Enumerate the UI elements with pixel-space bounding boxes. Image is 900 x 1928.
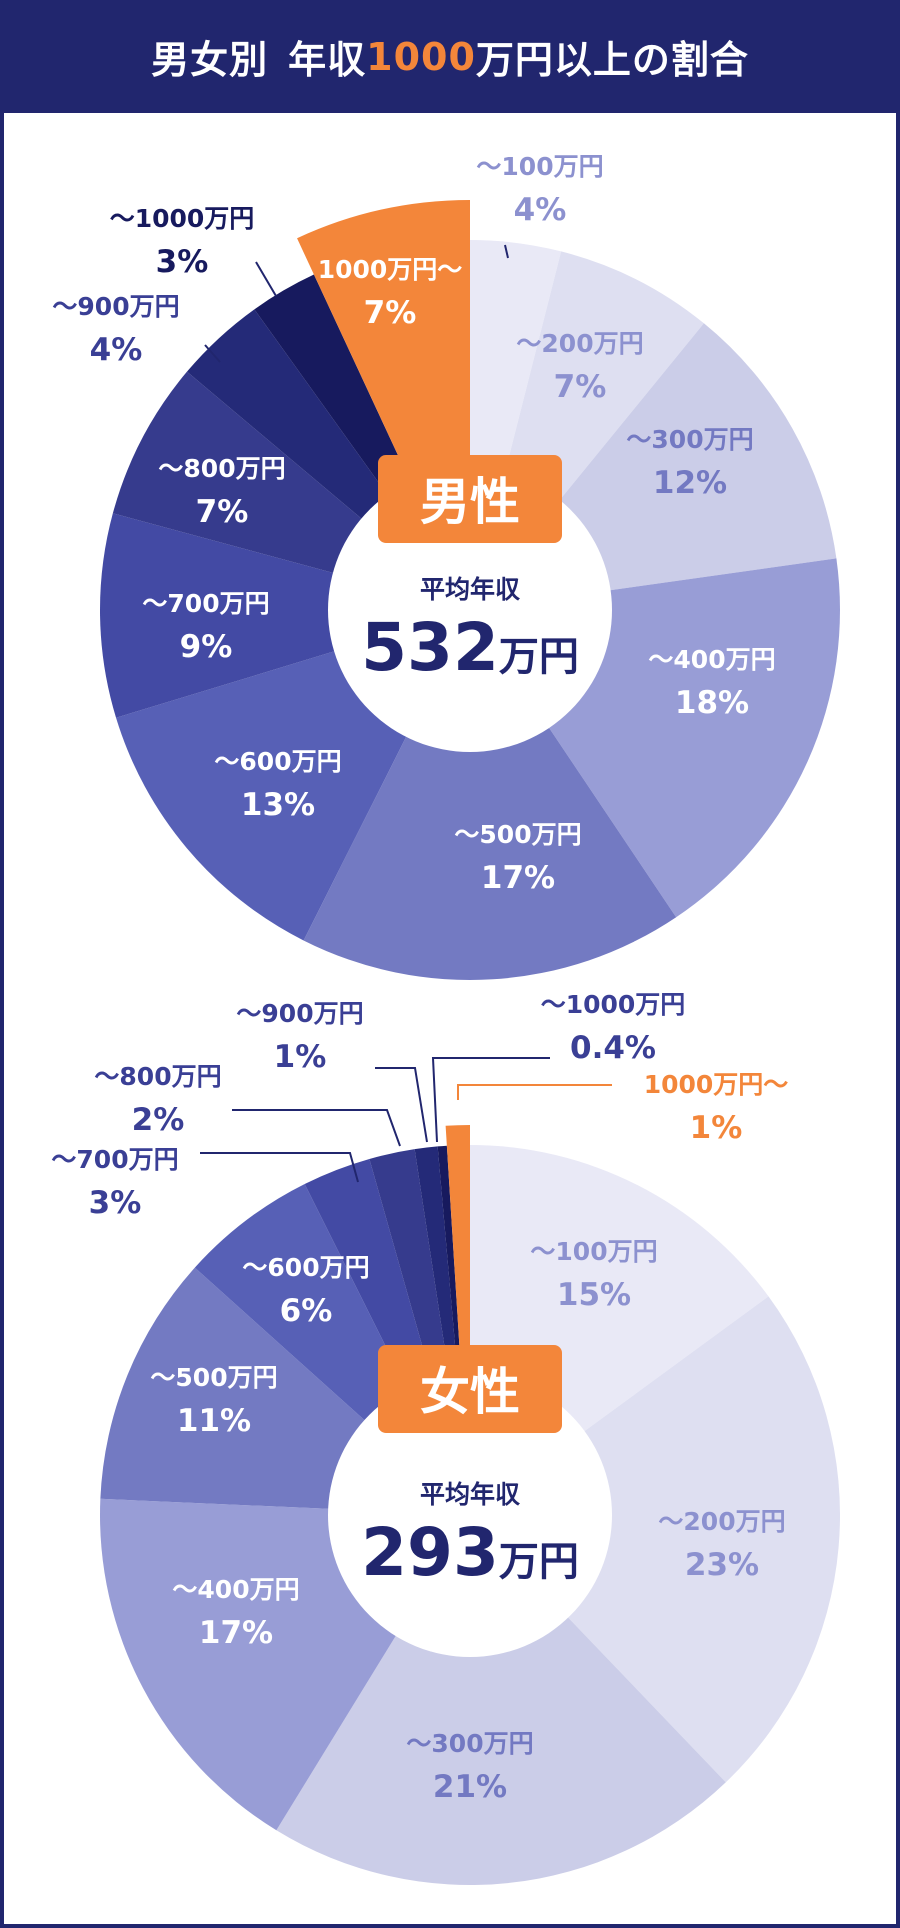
slice-category-label: ～100万円: [476, 152, 603, 181]
average-income-label: 平均年収: [420, 1480, 521, 1509]
slice-category-label: ～300万円: [406, 1729, 533, 1758]
gender-badge: [378, 1345, 562, 1433]
slice-percent-label: 0.4%: [570, 1030, 656, 1066]
slice-percent-label: 1%: [690, 1110, 743, 1146]
slice-category-label: ～300万円: [626, 425, 753, 454]
slice-percent-label: 4%: [90, 332, 143, 368]
pie-slice: [276, 1515, 726, 1885]
slice-percent-label: 18%: [675, 685, 749, 721]
slice-percent-label: 6%: [280, 1293, 333, 1329]
slice-percent-label: 3%: [89, 1185, 142, 1221]
slice-percent-label: 23%: [685, 1547, 759, 1583]
slice-category-label: ～500万円: [150, 1363, 277, 1392]
leader-line-highlight: [457, 1084, 612, 1100]
pie-center-hole: [328, 1373, 612, 1657]
title-highlight: 1000: [366, 34, 476, 79]
male-pie-chart: ～100万円 4% ～200万円 7% ～300万円 12% ～400万円 18% ～500万円…: [52, 152, 840, 981]
slice-percent-label: 3%: [156, 244, 209, 280]
slice-category-label: ～900万円: [52, 292, 179, 321]
slice-category-label: ～800万円: [158, 454, 285, 483]
slice-percent-label: 15%: [557, 1277, 631, 1313]
gender-badge-label: 男性: [420, 473, 520, 531]
title-prefix: 男女別: [151, 38, 269, 82]
female-pie-chart: ～100万円 15% ～200万円 23% ～300万円 21% ～400万円 17% ～500…: [51, 990, 841, 1885]
title-bar: 男女別 年収 1000 万円以上の割合: [0, 0, 900, 113]
slice-category-label: 1000万円～: [318, 255, 463, 284]
leader-line: [504, 244, 509, 259]
slice-percent-label: 21%: [433, 1769, 507, 1805]
slice-category-label: 1000万円～: [644, 1070, 789, 1099]
slice-category-label: ～800万円: [94, 1062, 221, 1091]
slice-percent-label: 7%: [196, 494, 249, 530]
slice-category-label: ～900万円: [236, 999, 363, 1028]
slice-percent-label: 4%: [514, 192, 567, 228]
slice-category-label: ～700万円: [51, 1145, 178, 1174]
slice-percent-label: 7%: [364, 295, 417, 331]
slice-percent-label: 17%: [481, 860, 555, 896]
slice-category-label: ～100万円: [530, 1237, 657, 1266]
leader-line: [431, 1057, 550, 1143]
slice-percent-label: 1%: [274, 1039, 327, 1075]
leader-line: [200, 1152, 359, 1183]
pie-slice: [303, 610, 677, 981]
slice-percent-label: 13%: [241, 787, 315, 823]
title-main-after: 万円以上の割合: [475, 38, 749, 82]
slice-percent-label: 2%: [132, 1102, 185, 1138]
slice-category-label: ～400万円: [648, 645, 775, 674]
slice-category-label: ～1000万円: [541, 990, 686, 1019]
slice-percent-label: 9%: [180, 629, 233, 665]
average-income-value: 532万円: [361, 609, 579, 686]
slice-percent-label: 12%: [653, 465, 727, 501]
gender-badge: [378, 455, 562, 543]
slice-category-label: ～200万円: [658, 1507, 785, 1536]
gender-badge-label: 女性: [420, 1363, 520, 1421]
slice-percent-label: 7%: [554, 369, 607, 405]
pie-slice: [100, 513, 471, 718]
slice-percent-label: 17%: [199, 1615, 273, 1651]
title-main-before: 年収: [288, 38, 367, 82]
leader-line: [375, 1067, 428, 1143]
slice-category-label: ～600万円: [214, 747, 341, 776]
leader-line: [204, 344, 221, 363]
slice-percent-label: 11%: [177, 1403, 251, 1439]
leader-line: [255, 261, 277, 297]
slice-category-label: ～200万円: [516, 329, 643, 358]
leader-line: [232, 1109, 401, 1147]
slice-category-label: ～1000万円: [110, 204, 255, 233]
slice-category-label: ～500万円: [454, 820, 581, 849]
slice-category-label: ～700万円: [142, 589, 269, 618]
pie-slice: [470, 1296, 841, 1783]
average-income-label: 平均年収: [420, 575, 521, 604]
average-income-value: 293万円: [361, 1514, 579, 1591]
slice-category-label: ～600万円: [242, 1253, 369, 1282]
slice-category-label: ～400万円: [172, 1575, 299, 1604]
